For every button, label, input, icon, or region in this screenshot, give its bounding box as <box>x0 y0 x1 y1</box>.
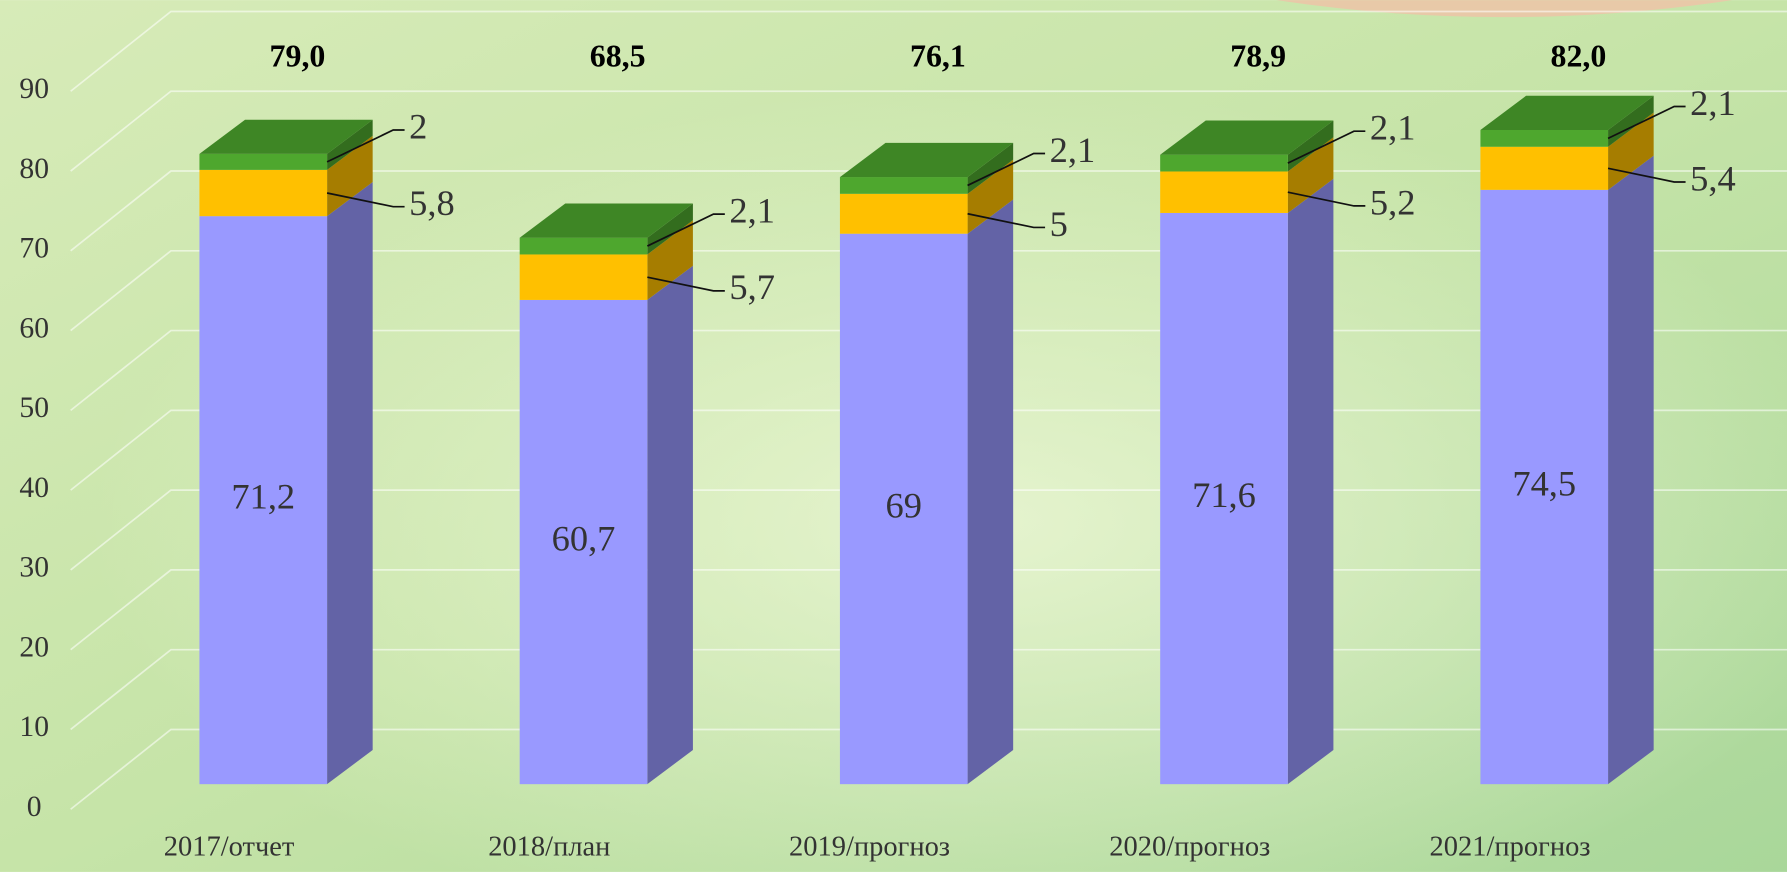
bar <box>1480 129 1609 147</box>
bar-top <box>1160 120 1334 155</box>
data-label: 2,1 <box>1370 108 1416 148</box>
bar-side <box>1608 95 1654 147</box>
labels: 0 10 20 30 40 50 60 70 80 90 2017/отчет 71,2 5,8 2 79,… <box>19 39 1735 863</box>
decor-hands <box>1276 0 1733 18</box>
bar-side <box>327 181 373 785</box>
bar <box>1480 189 1609 785</box>
leader-line <box>1287 191 1366 207</box>
x-tick-label: 2020/прогноз <box>1109 832 1270 863</box>
bar <box>199 153 328 170</box>
bar-side <box>967 199 1014 785</box>
data-label: 5,7 <box>729 267 775 307</box>
y-tick-label: 80 <box>19 153 49 185</box>
y-tick-label: 20 <box>19 631 49 663</box>
x-tick-label: 2018/план <box>488 832 610 863</box>
bar <box>1480 146 1609 190</box>
data-label: 60,7 <box>552 518 616 558</box>
y-tick-label: 10 <box>19 711 49 743</box>
y-tick-label: 0 <box>27 791 42 823</box>
leader-line <box>1607 105 1686 140</box>
bar-side <box>967 142 1014 194</box>
total-label: 76,1 <box>910 39 966 74</box>
bar-side <box>967 159 1014 234</box>
bar <box>1160 171 1288 213</box>
leader-line <box>967 152 1046 187</box>
y-tick-label: 40 <box>19 472 49 504</box>
y-tick-label: 70 <box>19 233 49 265</box>
data-label: 69 <box>886 485 922 525</box>
bar-side <box>1608 155 1654 785</box>
total-label: 82,0 <box>1551 39 1607 74</box>
leader-line <box>646 213 725 247</box>
bar-top <box>519 203 693 238</box>
data-label: 5 <box>1050 204 1068 244</box>
bar <box>519 299 648 785</box>
bar <box>1160 154 1288 172</box>
data-label: 71,2 <box>231 477 295 517</box>
bar-side <box>1287 178 1334 785</box>
leader-line <box>326 129 405 163</box>
bar-top <box>199 119 373 154</box>
x-tick-label: 2021/прогноз <box>1430 832 1591 863</box>
bar <box>1160 212 1288 785</box>
bar <box>839 193 968 234</box>
total-label: 68,5 <box>590 39 646 74</box>
bar <box>199 216 328 785</box>
bar <box>519 237 648 255</box>
bar-side <box>647 265 693 785</box>
grid-line <box>70 90 1787 172</box>
data-label: 71,6 <box>1192 475 1256 515</box>
data-label: 5,2 <box>1370 182 1416 222</box>
leader-line <box>326 192 405 208</box>
leader-line <box>647 276 725 292</box>
data-label: 2 <box>409 106 427 146</box>
y-tick-label: 90 <box>19 73 49 105</box>
bar-top <box>1480 95 1654 130</box>
bar <box>839 177 968 194</box>
data-label: 5,8 <box>409 183 455 223</box>
data-label: 74,5 <box>1512 463 1576 503</box>
y-tick-label: 30 <box>19 552 49 584</box>
grid-line <box>70 10 1787 92</box>
data-label: 2,1 <box>1050 130 1096 170</box>
data-label: 2,1 <box>729 191 775 231</box>
data-label: 2,1 <box>1690 83 1736 123</box>
bar <box>519 254 648 300</box>
total-label: 79,0 <box>270 39 326 74</box>
bar-top <box>839 142 1014 178</box>
leader-line <box>1287 130 1366 164</box>
x-tick-label: 2019/прогноз <box>789 832 950 863</box>
total-label: 78,9 <box>1230 39 1286 74</box>
bar <box>839 233 968 785</box>
x-tick-label: 2017/отчет <box>164 832 295 863</box>
leader-line <box>1607 167 1686 183</box>
y-tick-label: 60 <box>19 312 49 344</box>
leader-line <box>967 212 1046 229</box>
data-label: 5,4 <box>1690 158 1736 198</box>
bar <box>199 169 328 217</box>
y-tick-label: 50 <box>19 392 49 424</box>
bars <box>199 95 1654 785</box>
bar-side <box>647 203 693 255</box>
bar-side <box>1287 120 1334 172</box>
